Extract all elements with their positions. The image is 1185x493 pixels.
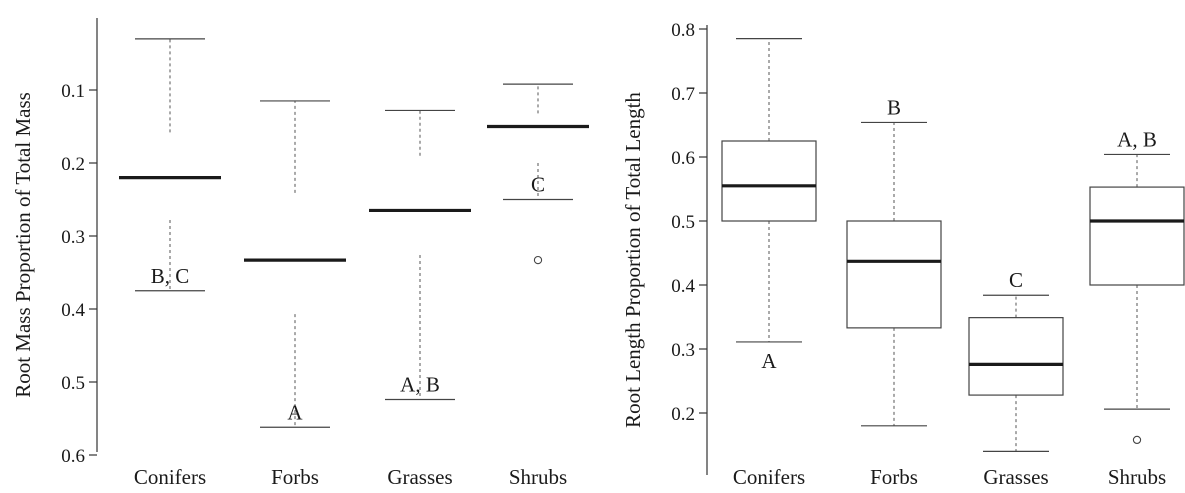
y-tick-label: 0.4 (61, 300, 85, 321)
significance-label: B, C (151, 264, 190, 288)
x-category-label: Shrubs (1108, 465, 1166, 489)
significance-label: A, B (400, 373, 440, 397)
significance-label: A (761, 349, 777, 373)
y-tick-label: 0.5 (61, 373, 85, 394)
chart-panel-2: 0.2 0.3 0.4 0.5 0.6 0.7 0.8 Root Length Proport… (621, 20, 1185, 489)
box-iqr (721, 140, 817, 222)
box-forbs: A Forbs (244, 100, 346, 489)
box-shrubs: C Shrubs (487, 83, 589, 489)
y-axis-title: Root Length Proportion of Total Length (621, 92, 645, 428)
y-tick-label: 0.8 (671, 20, 695, 41)
y-tick-label: 0.3 (61, 227, 85, 248)
x-category-label: Shrubs (509, 465, 567, 489)
box-grasses: C Grasses (968, 268, 1064, 489)
x-category-label: Grasses (387, 465, 452, 489)
y-tick-label: 0.5 (671, 212, 695, 233)
box-iqr (968, 317, 1064, 396)
outlier-point (1132, 435, 1142, 445)
significance-label: B (887, 95, 901, 119)
y-tick-label: 0.2 (61, 154, 85, 175)
y-axis-title: Root Mass Proportion of Total Mass (11, 92, 35, 398)
box-grasses: A, B Grasses (369, 109, 471, 489)
significance-label: A (287, 400, 303, 424)
significance-label: C (531, 173, 545, 197)
y-tick-label: 0.6 (61, 446, 85, 467)
y-tick-label: 0.2 (671, 404, 695, 425)
significance-label: A, B (1117, 127, 1157, 151)
y-tick-label: 0.4 (671, 276, 695, 297)
significance-label: C (1009, 268, 1023, 292)
x-category-label: Grasses (983, 465, 1048, 489)
box-forbs: B Forbs (846, 95, 942, 489)
y-tick-label: 0.3 (671, 340, 695, 361)
y-tick-label: 0.1 (61, 81, 85, 102)
y-tick-label: 0.7 (671, 84, 695, 105)
box-iqr (1089, 186, 1185, 286)
chart-panel-1: 0.1 0.2 0.3 0.4 0.5 0.6 Root Mass Proportion o… (11, 18, 589, 489)
x-category-label: Forbs (870, 465, 918, 489)
x-category-label: Conifers (134, 465, 206, 489)
outlier-point (533, 255, 543, 265)
x-category-label: Conifers (733, 465, 805, 489)
box-iqr (846, 220, 942, 329)
box-conifers: A Conifers (721, 37, 817, 489)
x-category-label: Forbs (271, 465, 319, 489)
box-shrubs: A, B Shrubs (1089, 127, 1185, 489)
box-conifers: B, C Conifers (119, 38, 221, 489)
y-tick-label: 0.6 (671, 148, 695, 169)
